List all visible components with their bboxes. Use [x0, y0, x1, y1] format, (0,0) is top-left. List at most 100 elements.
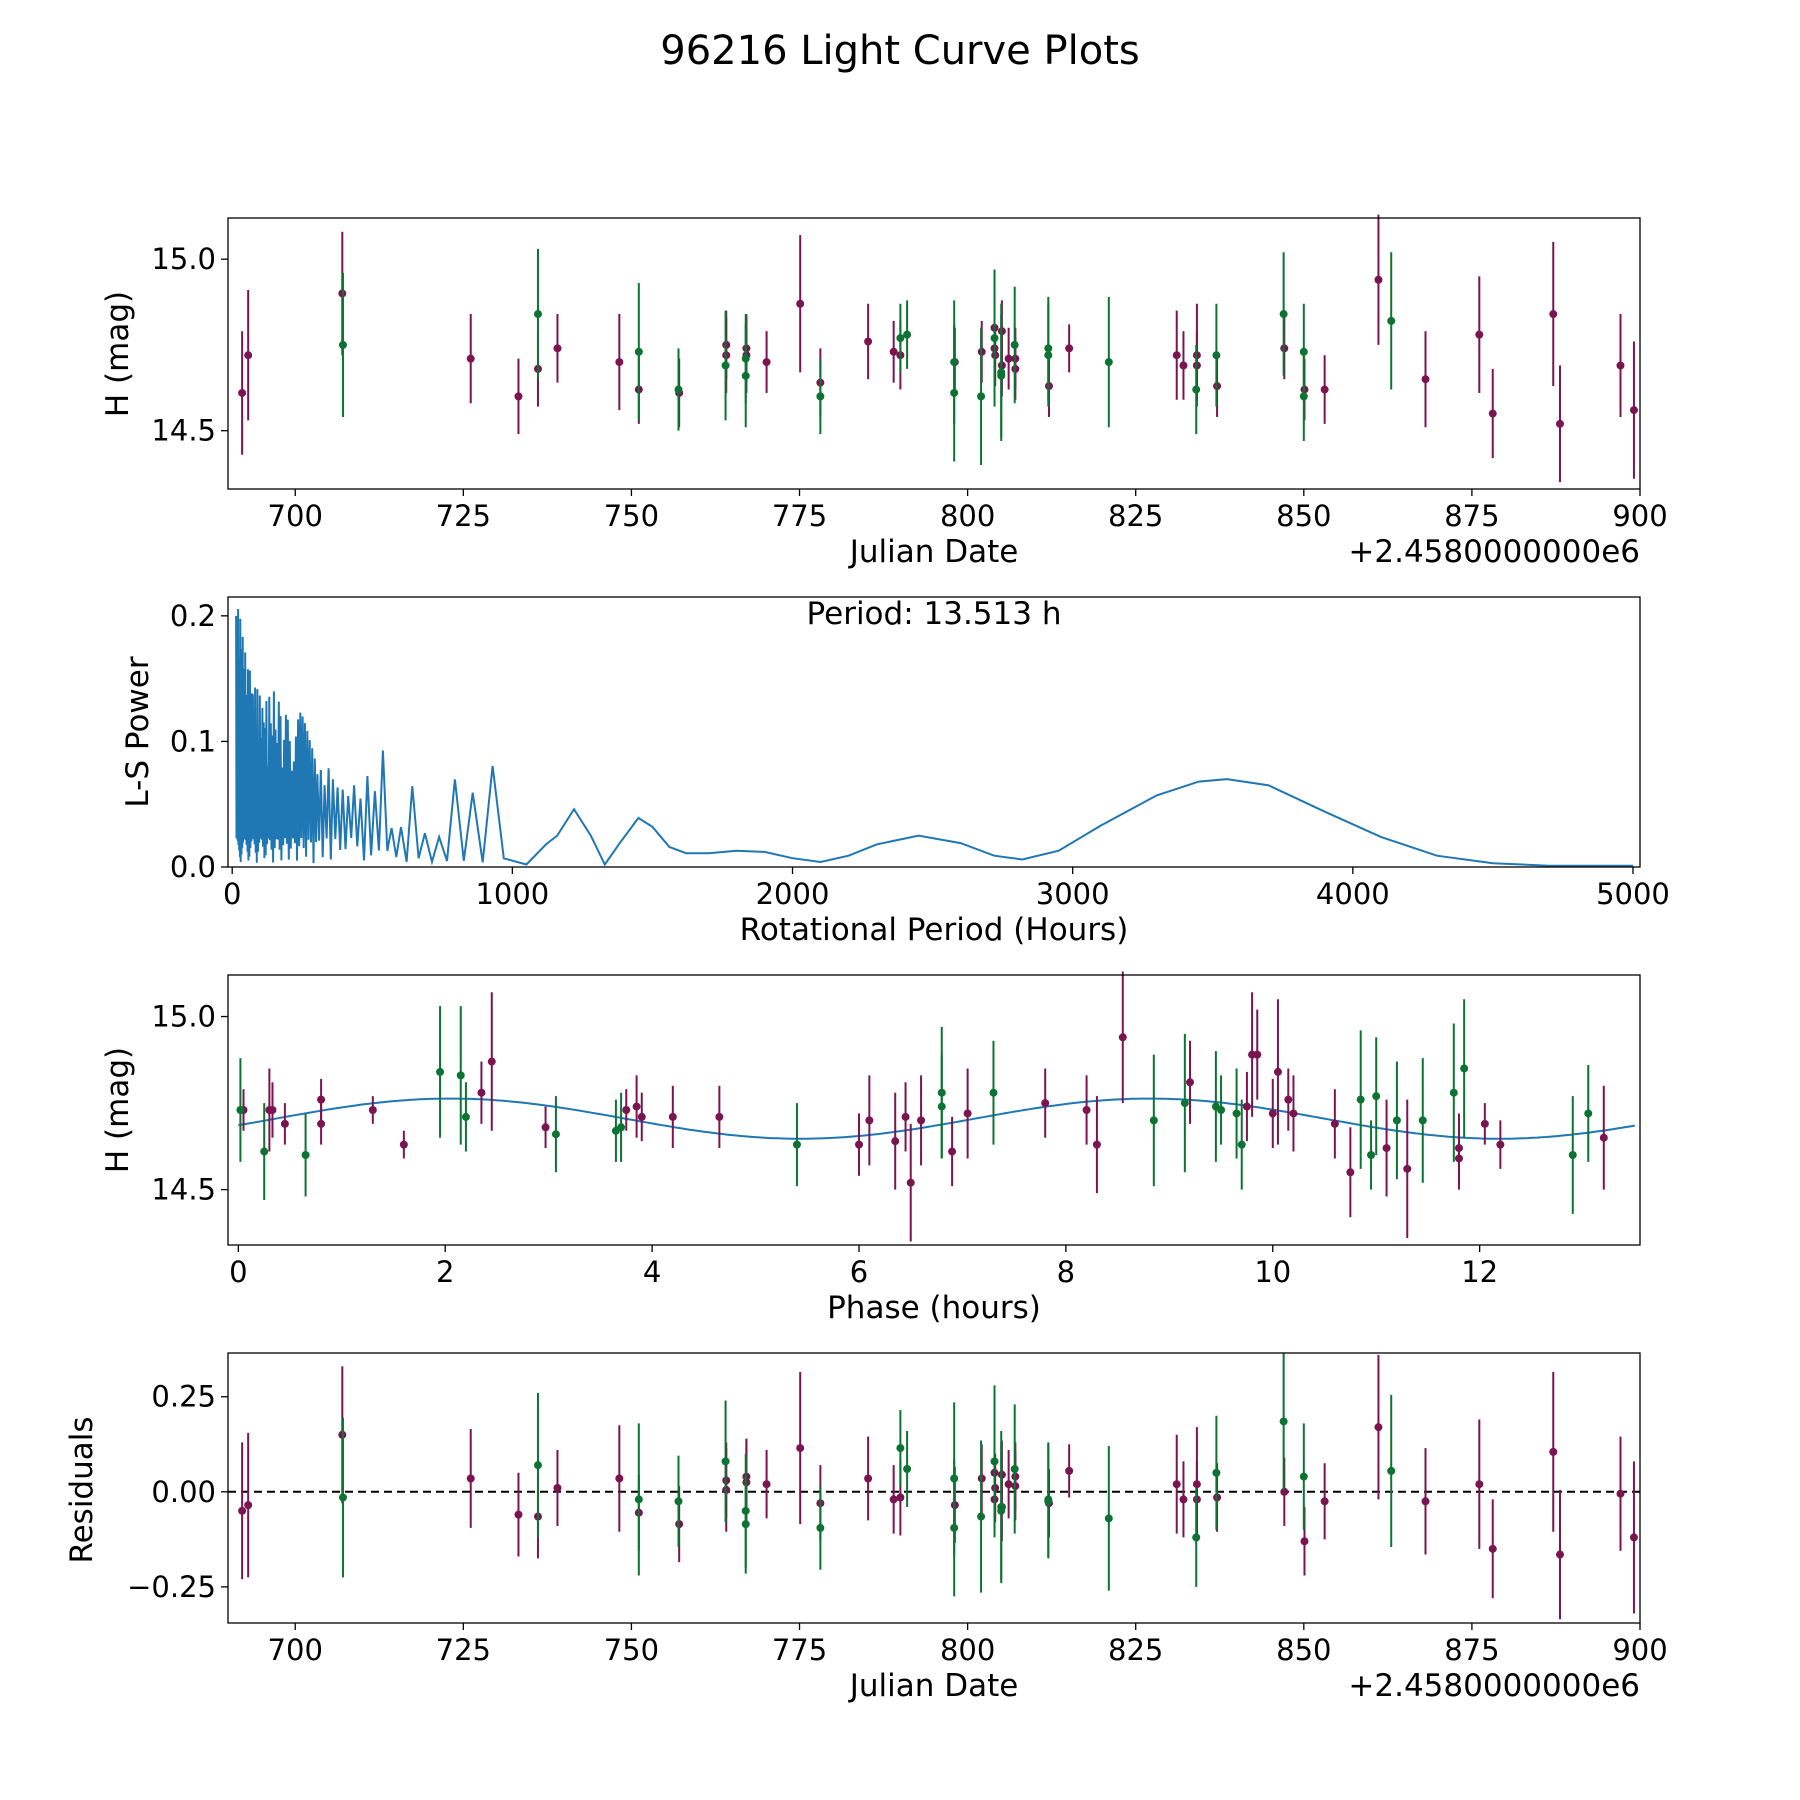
purple-data-point [762, 1480, 771, 1489]
x-tick-label: 2 [436, 1255, 454, 1289]
purple-data-point [368, 1106, 377, 1114]
purple-data-point [901, 1112, 910, 1121]
lightcurve-x-label: Julian Date [848, 534, 1019, 570]
periodogram-plot-area [235, 608, 1633, 867]
purple-data-point [1065, 1466, 1074, 1475]
green-data-point [634, 1495, 643, 1504]
purple-data-point [948, 1147, 957, 1156]
y-tick-label: 15.0 [151, 242, 216, 276]
purple-data-point [1616, 361, 1625, 370]
green-data-point [1149, 1116, 1158, 1125]
purple-data-point [1629, 406, 1638, 415]
periodogram-ticks: 0 1000 2000 3000 4000 5000 0.0 0.1 0.2 [170, 599, 1670, 911]
purple-data-point [865, 1116, 874, 1125]
green-data-point [1192, 385, 1201, 394]
purple-data-point [317, 1119, 326, 1128]
phased-ticks: 0 2 4 6 8 10 12 14.5 15.0 [151, 1000, 1498, 1289]
residuals-ticks: 700 725 750 775 800 825 850 875 900 −0.25 0.00 0.25 [127, 1380, 1668, 1667]
green-data-point [1212, 351, 1221, 360]
green-data-point [903, 1464, 912, 1473]
purple-data-point [238, 1506, 247, 1515]
purple-data-point [238, 388, 247, 397]
green-data-point [1460, 1064, 1469, 1073]
period-annotation: Period: 13.513 h [807, 596, 1062, 632]
green-data-point [997, 1506, 1006, 1515]
purple-data-point [855, 1140, 864, 1149]
green-data-point [456, 1071, 465, 1080]
y-tick-label: 0.2 [170, 599, 216, 633]
green-data-point [1104, 358, 1113, 367]
purple-data-point [1488, 409, 1497, 418]
x-tick-label: 10 [1254, 1255, 1291, 1289]
green-data-point [674, 385, 683, 394]
green-data-point [260, 1147, 269, 1156]
green-data-point [896, 334, 905, 343]
green-data-point [903, 330, 912, 339]
residuals-y-label: Residuals [64, 1416, 100, 1563]
green-data-point [1387, 1466, 1396, 1475]
green-data-point [533, 1461, 542, 1470]
purple-data-point [1475, 330, 1484, 339]
purple-data-point [514, 392, 523, 401]
residuals-frame [227, 1352, 1641, 1624]
lightcurve-y-label: H (mag) [100, 291, 136, 417]
purple-data-point [514, 1510, 523, 1519]
green-data-point [1387, 316, 1396, 325]
green-data-point [617, 1123, 626, 1132]
purple-data-point [1549, 1447, 1558, 1456]
purple-data-point [553, 344, 562, 353]
green-data-point [461, 1112, 470, 1121]
green-data-point [236, 1106, 245, 1114]
purple-data-point [637, 1112, 646, 1121]
purple-data-point [917, 1116, 926, 1125]
purple-data-point [1346, 1168, 1355, 1177]
green-data-point [338, 1493, 347, 1502]
green-data-point [634, 347, 643, 356]
purple-data-point [1280, 1487, 1289, 1496]
purple-data-point [796, 299, 805, 308]
x-tick-label: 825 [1108, 499, 1163, 533]
phased-plot-area [236, 971, 1635, 1242]
x-tick-label: 900 [1612, 499, 1667, 533]
purple-data-point [615, 1474, 624, 1483]
purple-data-point [1549, 310, 1558, 319]
periodogram-frame [227, 596, 1641, 868]
x-tick-label: 5000 [1596, 877, 1670, 911]
green-data-point [1010, 1464, 1019, 1473]
purple-data-point [1330, 1119, 1339, 1128]
purple-data-point [1172, 1480, 1181, 1489]
x-tick-label: 850 [1276, 1633, 1331, 1667]
purple-data-point [541, 1123, 550, 1132]
phased-panel: 0 2 4 6 8 10 12 14.5 15.0 Phase (hours) H (mag) [100, 971, 1641, 1326]
green-data-point [1010, 340, 1019, 349]
x-tick-label: 700 [268, 499, 323, 533]
purple-data-point [1475, 1480, 1484, 1489]
lightcurve-ticks: 700 725 750 775 800 825 850 875 900 14.5 15.0 [151, 242, 1667, 533]
green-data-point [896, 1444, 905, 1453]
green-data-point [1299, 1472, 1308, 1481]
purple-data-point [1382, 1144, 1391, 1153]
green-data-point [1104, 1514, 1113, 1523]
x-tick-label: 900 [1612, 1633, 1667, 1667]
green-data-point [1299, 392, 1308, 401]
purple-data-point [1179, 361, 1188, 370]
x-tick-label: 12 [1461, 1255, 1498, 1289]
purple-data-point [1082, 1106, 1091, 1114]
purple-data-point [244, 351, 253, 360]
purple-data-point [1555, 419, 1564, 428]
green-data-point [977, 392, 986, 401]
purple-data-point [1421, 375, 1430, 384]
purple-data-point [399, 1140, 408, 1149]
purple-data-point [1555, 1550, 1564, 1559]
x-tick-label: 3000 [1036, 877, 1110, 911]
purple-data-point [1065, 344, 1074, 353]
purple-data-point [1284, 1095, 1293, 1104]
purple-data-point [864, 1474, 873, 1483]
purple-data-point [668, 1112, 677, 1121]
phased-x-label: Phase (hours) [827, 1290, 1041, 1326]
green-data-point [1367, 1151, 1376, 1159]
purple-data-point [1599, 1133, 1608, 1142]
purple-data-point [622, 1106, 631, 1114]
green-data-point [1237, 1140, 1246, 1149]
purple-data-point [632, 1102, 641, 1111]
